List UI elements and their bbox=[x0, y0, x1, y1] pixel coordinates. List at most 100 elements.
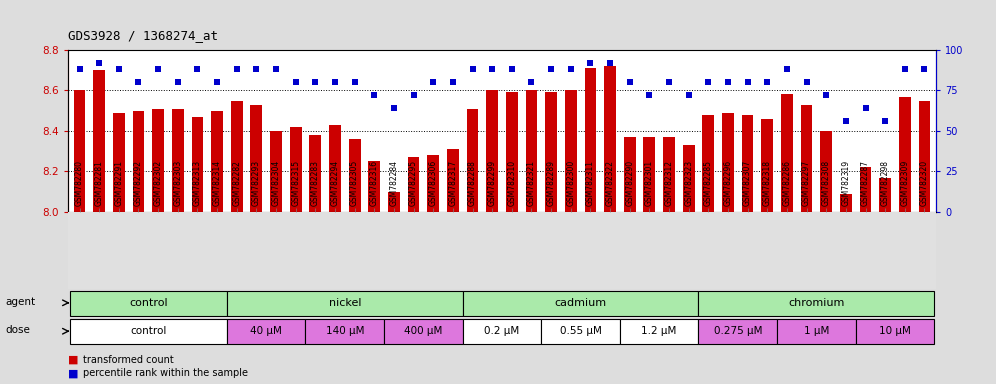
Bar bbox=[777, 319, 856, 344]
Point bbox=[740, 79, 756, 85]
Point bbox=[896, 66, 912, 73]
Text: 400 μM: 400 μM bbox=[404, 326, 442, 336]
Point bbox=[543, 66, 559, 73]
Bar bbox=[427, 155, 439, 212]
Bar bbox=[702, 115, 714, 212]
Point bbox=[819, 92, 835, 98]
Point bbox=[288, 79, 304, 85]
Bar bbox=[899, 96, 910, 212]
Point bbox=[308, 79, 324, 85]
Bar bbox=[407, 157, 419, 212]
Text: 0.275 μM: 0.275 μM bbox=[713, 326, 762, 336]
Point bbox=[111, 66, 126, 73]
Text: 0.55 μM: 0.55 μM bbox=[560, 326, 602, 336]
Text: 40 μM: 40 μM bbox=[250, 326, 282, 336]
Bar bbox=[643, 137, 655, 212]
Point bbox=[445, 79, 461, 85]
Bar bbox=[329, 125, 341, 212]
Bar bbox=[683, 145, 694, 212]
Bar bbox=[526, 91, 538, 212]
Point bbox=[464, 66, 480, 73]
Bar bbox=[231, 101, 243, 212]
Bar bbox=[663, 137, 675, 212]
Point bbox=[169, 79, 185, 85]
Point bbox=[877, 118, 893, 124]
Text: control: control bbox=[130, 326, 166, 336]
Point bbox=[248, 66, 264, 73]
Point bbox=[799, 79, 815, 85]
Bar bbox=[541, 319, 620, 344]
Bar bbox=[227, 319, 306, 344]
Text: 0.2 μM: 0.2 μM bbox=[484, 326, 520, 336]
Bar bbox=[172, 109, 183, 212]
Point bbox=[661, 79, 677, 85]
Bar bbox=[506, 93, 518, 212]
Bar bbox=[70, 291, 227, 316]
Bar bbox=[856, 319, 934, 344]
Text: 1.2 μM: 1.2 μM bbox=[641, 326, 677, 336]
Point bbox=[347, 79, 363, 85]
Bar bbox=[781, 94, 793, 212]
Bar bbox=[742, 115, 754, 212]
Bar bbox=[463, 291, 698, 316]
Point bbox=[229, 66, 245, 73]
Bar bbox=[466, 109, 478, 212]
Point bbox=[327, 79, 343, 85]
Bar bbox=[70, 319, 227, 344]
Text: cadmium: cadmium bbox=[555, 298, 607, 308]
Point bbox=[759, 79, 775, 85]
Text: transformed count: transformed count bbox=[83, 355, 173, 365]
Point bbox=[916, 66, 932, 73]
Bar bbox=[74, 91, 86, 212]
Text: chromium: chromium bbox=[788, 298, 845, 308]
Bar bbox=[698, 291, 934, 316]
Bar bbox=[306, 319, 384, 344]
Point bbox=[563, 66, 579, 73]
Bar bbox=[349, 139, 361, 212]
Point bbox=[504, 66, 520, 73]
Text: nickel: nickel bbox=[329, 298, 361, 308]
Bar bbox=[486, 91, 498, 212]
Bar bbox=[585, 68, 597, 212]
Point bbox=[622, 79, 637, 85]
Bar bbox=[310, 135, 321, 212]
Bar bbox=[860, 167, 872, 212]
Bar bbox=[698, 319, 777, 344]
Bar bbox=[94, 70, 105, 212]
Text: 1 μM: 1 μM bbox=[804, 326, 829, 336]
Text: 10 μM: 10 μM bbox=[879, 326, 911, 336]
Point bbox=[838, 118, 854, 124]
Text: 140 μM: 140 μM bbox=[326, 326, 364, 336]
Bar bbox=[801, 104, 813, 212]
Point bbox=[583, 60, 599, 66]
Bar bbox=[605, 66, 616, 212]
Point bbox=[484, 66, 500, 73]
Bar bbox=[565, 91, 577, 212]
Point bbox=[858, 105, 873, 111]
Point bbox=[720, 79, 736, 85]
Point bbox=[130, 79, 146, 85]
Point bbox=[92, 60, 108, 66]
Point bbox=[150, 66, 166, 73]
Point bbox=[603, 60, 619, 66]
Point bbox=[779, 66, 795, 73]
Bar bbox=[821, 131, 832, 212]
Bar bbox=[152, 109, 164, 212]
Bar bbox=[113, 113, 124, 212]
Text: control: control bbox=[128, 298, 167, 308]
Bar bbox=[620, 319, 698, 344]
Text: ■: ■ bbox=[68, 368, 79, 378]
Text: agent: agent bbox=[5, 297, 35, 307]
Point bbox=[405, 92, 421, 98]
Point bbox=[425, 79, 441, 85]
Bar bbox=[722, 113, 734, 212]
Bar bbox=[918, 101, 930, 212]
Point bbox=[367, 92, 382, 98]
Point bbox=[189, 66, 205, 73]
Point bbox=[385, 105, 401, 111]
Bar bbox=[545, 93, 557, 212]
Text: percentile rank within the sample: percentile rank within the sample bbox=[83, 368, 248, 378]
Bar bbox=[447, 149, 459, 212]
Bar bbox=[132, 111, 144, 212]
Text: ■: ■ bbox=[68, 355, 79, 365]
